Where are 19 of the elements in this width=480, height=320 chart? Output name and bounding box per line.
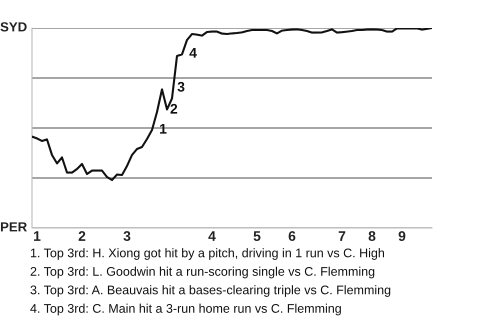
text: SYD xyxy=(0,22,27,32)
text: 2. Top 3rd: L. Goodwin hit a run-scoring single vs C. Flemming xyxy=(30,266,374,278)
x-tick-label: 2 xyxy=(78,231,86,241)
annotation: 2 xyxy=(170,104,178,114)
x-tick-label: 3 xyxy=(123,231,130,241)
x-tick-label: 1 xyxy=(34,231,40,241)
annotation: 4 xyxy=(189,48,197,58)
text: 4. Top 3rd: C. Main hit a 3-run home run vs C. Flemming xyxy=(30,304,341,316)
text: PER xyxy=(0,222,27,232)
x-tick-label: 7 xyxy=(338,231,346,241)
x-tick-label: 8 xyxy=(368,231,376,241)
annotation: 1 xyxy=(160,124,167,134)
x-tick-label: 5 xyxy=(254,231,260,241)
x-tick-label: 6 xyxy=(288,231,296,241)
x-tick-label: 4 xyxy=(208,231,216,241)
text: 1. Top 3rd: H. Xiong got hit by a pitch, driving in 1 run vs C. High xyxy=(30,248,384,260)
text: 3. Top 3rd: A. Beauvais hit a bases-clearing triple vs C. Flemming xyxy=(30,285,390,297)
x-tick-label: 9 xyxy=(398,231,406,241)
annotation: 3 xyxy=(178,82,184,92)
